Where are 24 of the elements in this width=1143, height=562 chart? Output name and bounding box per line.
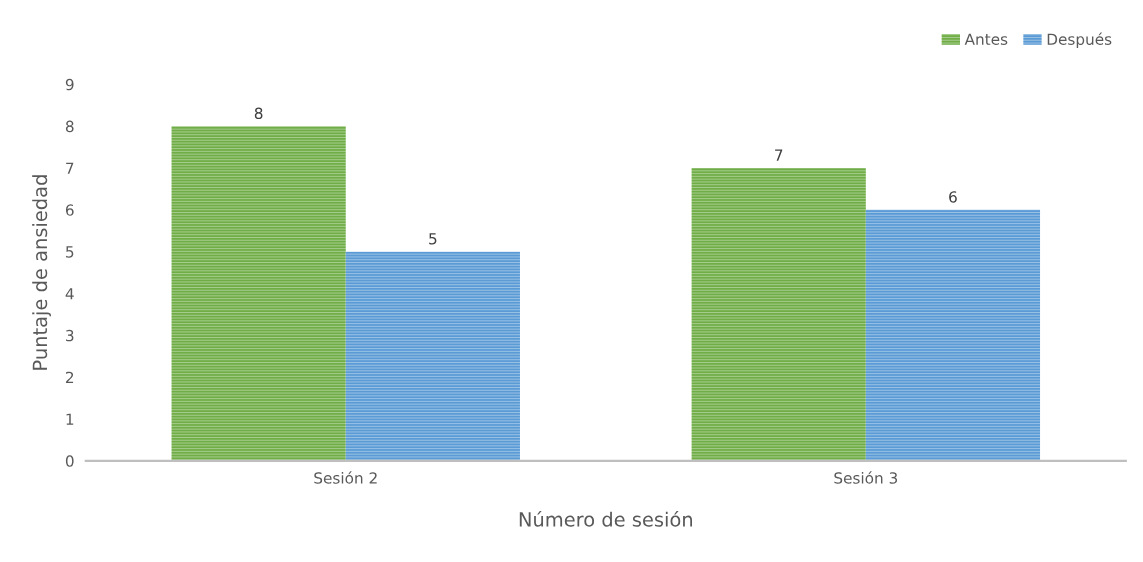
- y-tick-label: 8: [65, 120, 74, 133]
- y-tick-label: 7: [66, 162, 74, 174]
- y-tick-label: 3: [66, 329, 74, 342]
- y-tick-label: 5: [66, 246, 74, 258]
- y-axis-title: Puntaje de ansiedad: [32, 175, 51, 370]
- y-tick-label: 6: [65, 204, 74, 216]
- bar: [171, 126, 346, 461]
- bar: [691, 167, 866, 461]
- y-tick-label: 0: [65, 455, 74, 467]
- y-tick-label: 4: [65, 288, 74, 300]
- y-tick-label: 2: [66, 371, 74, 383]
- legend-label: Antes: [964, 33, 1008, 45]
- x-tick-label: Sesión 2: [314, 471, 377, 484]
- x-tick-label: Sesión 3: [834, 471, 898, 484]
- bar: [345, 251, 520, 461]
- data-label: 6: [949, 191, 957, 203]
- y-tick-label: 9: [65, 78, 74, 91]
- x-axis-title: Número de sesión: [519, 510, 693, 527]
- data-label: 5: [429, 233, 437, 245]
- bar: [865, 209, 1041, 461]
- data-label: 7: [775, 149, 783, 161]
- legend-label: Después: [1047, 32, 1112, 48]
- data-label: 8: [254, 107, 263, 120]
- y-tick-label: 1: [66, 413, 74, 425]
